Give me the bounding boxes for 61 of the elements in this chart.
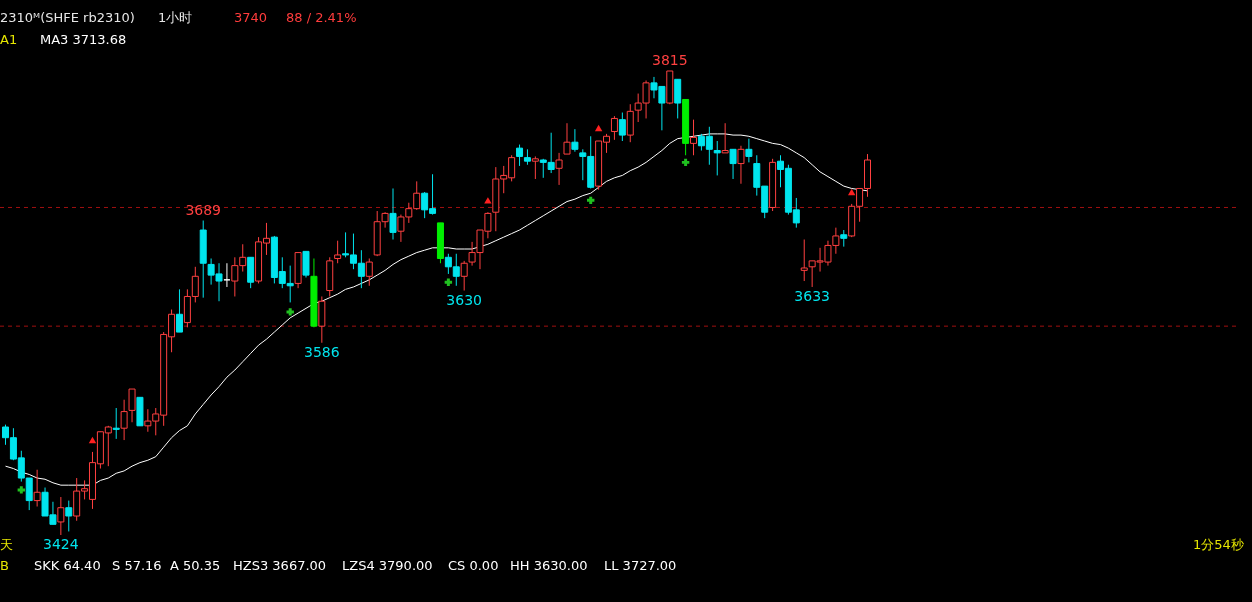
point [17,486,26,494]
point [587,196,595,205]
point [847,188,856,196]
point [681,158,690,167]
candlestick [334,240,342,264]
candlestick [737,145,745,185]
annotation: 3630 [446,291,482,308]
text: LL 3727.00 [604,558,677,573]
candlestick [674,78,682,119]
annotation: 3424 [43,536,79,552]
text: B [0,558,9,573]
annotation: 3586 [304,343,340,360]
text: LZS4 3790.00 [342,558,433,573]
candlestick [65,500,73,532]
text: MA3 3713.68 [40,32,127,47]
candlestick [571,128,579,153]
candlestick [516,144,524,167]
point [444,278,453,286]
text: CS 0.00 [448,558,499,573]
point [594,124,603,132]
candlestick [610,115,618,141]
annotation: 3815 [651,52,688,68]
candlestick [389,187,397,241]
text: 1小时 [158,10,193,25]
candlestick [555,152,563,186]
candlestick [729,148,737,180]
candlestick [112,407,120,440]
text: SKK 64.40 [34,558,101,573]
point [286,308,294,316]
text: 88 / 2.41% [286,10,357,25]
point [484,197,492,204]
text: 天 [0,537,13,552]
candlestick [460,260,468,292]
point [88,436,97,444]
text: 2310ᴹ(SHFE rb2310) [0,10,135,25]
text: A 50.35 [170,558,221,573]
candlestick [563,122,571,155]
candlestick [33,469,41,508]
candlestick [713,140,721,176]
candlestick [618,112,626,142]
text: 1分54秒 [1193,537,1244,552]
text: 3740 [234,10,268,25]
candlestick [745,138,753,163]
candlestick [57,496,65,536]
text: A1 [0,32,18,47]
text: HH 3630.00 [510,558,588,573]
candlestick [302,250,310,278]
candlestick [175,288,183,333]
candlestick [365,258,373,287]
annotation: 3689 [185,201,222,218]
text: HZS3 3667.00 [233,558,327,573]
candlestick [626,103,634,143]
candlestick [223,262,231,288]
candlestick [690,119,698,156]
text: S 57.16 [112,558,162,573]
candlestick [531,155,539,180]
annotation: 3633 [794,287,830,304]
candlestick [721,122,729,154]
candlestick [128,388,136,423]
candlestick [120,399,128,441]
candlestick [800,239,808,282]
